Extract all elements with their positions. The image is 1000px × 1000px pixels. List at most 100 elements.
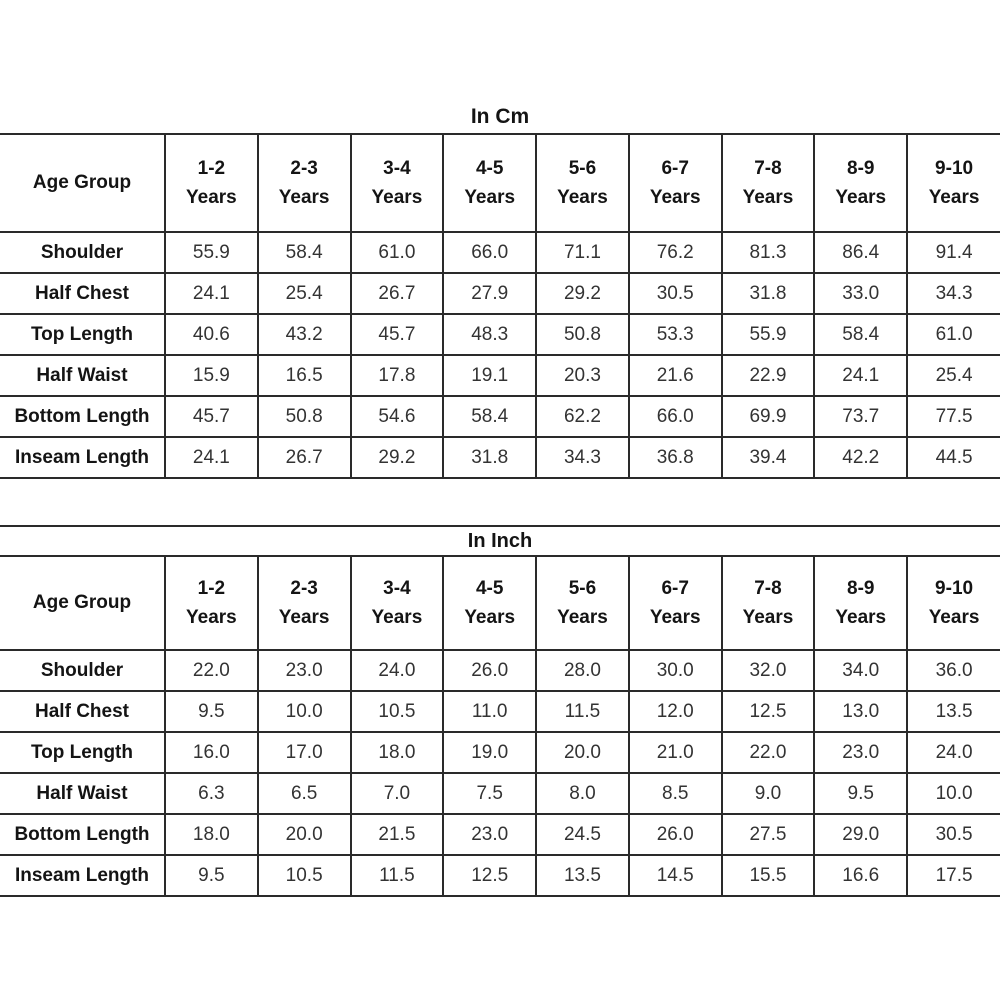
value-cell: 34.3 bbox=[906, 272, 1000, 315]
corner-header-age-group: Age Group bbox=[0, 555, 166, 651]
value-cell: 25.4 bbox=[256, 272, 352, 315]
value-cell: 32.0 bbox=[720, 649, 816, 692]
value-cell: 43.2 bbox=[256, 313, 352, 356]
value-cell: 6.3 bbox=[164, 772, 259, 815]
column-header-8-9-years: 8-9 Years bbox=[813, 555, 909, 651]
value-cell: 21.0 bbox=[627, 731, 723, 774]
age-range: 7-8 bbox=[754, 158, 782, 179]
table-header-row: Age Group 1-2 Years 2-3 Years 3-4 Years 4-5 Year… bbox=[0, 133, 1000, 233]
value-cell: 9.5 bbox=[813, 772, 909, 815]
value-cell: 42.2 bbox=[813, 436, 909, 479]
value-cell: 13.5 bbox=[535, 854, 630, 897]
age-range: 6-7 bbox=[661, 158, 689, 179]
row-label: Top Length bbox=[0, 313, 166, 356]
value-cell: 45.7 bbox=[164, 395, 259, 438]
value-cell: 19.0 bbox=[442, 731, 538, 774]
column-header-5-6-years: 5-6 Years bbox=[535, 555, 630, 651]
value-cell: 44.5 bbox=[906, 436, 1000, 479]
value-cell: 15.5 bbox=[720, 854, 816, 897]
value-cell: 20.3 bbox=[535, 354, 630, 397]
value-cell: 33.0 bbox=[813, 272, 909, 315]
table-row: Shoulder 55.9 58.4 61.0 66.0 71.1 76.2 81.3 86.4… bbox=[0, 231, 1000, 274]
column-header-7-8-years: 7-8 Years bbox=[720, 555, 816, 651]
value-cell: 36.8 bbox=[627, 436, 723, 479]
table-row: Inseam Length 24.1 26.7 29.2 31.8 34.3 36.8 39.… bbox=[0, 436, 1000, 479]
value-cell: 22.0 bbox=[720, 731, 816, 774]
value-cell: 69.9 bbox=[720, 395, 816, 438]
value-cell: 58.4 bbox=[442, 395, 538, 438]
value-cell: 22.0 bbox=[164, 649, 259, 692]
value-cell: 9.5 bbox=[164, 690, 259, 733]
value-cell: 30.5 bbox=[627, 272, 723, 315]
value-cell: 18.0 bbox=[349, 731, 445, 774]
value-cell: 12.5 bbox=[720, 690, 816, 733]
value-cell: 16.6 bbox=[813, 854, 909, 897]
value-cell: 30.0 bbox=[627, 649, 723, 692]
age-unit: Years bbox=[371, 187, 423, 208]
age-unit: Years bbox=[835, 187, 887, 208]
value-cell: 27.9 bbox=[442, 272, 538, 315]
value-cell: 9.5 bbox=[164, 854, 259, 897]
value-cell: 40.6 bbox=[164, 313, 259, 356]
age-range: 5-6 bbox=[568, 578, 597, 599]
value-cell: 11.5 bbox=[349, 854, 445, 897]
value-cell: 21.6 bbox=[627, 354, 723, 397]
row-label: Inseam Length bbox=[0, 436, 166, 479]
value-cell: 34.3 bbox=[535, 436, 630, 479]
age-unit: Years bbox=[464, 607, 516, 628]
value-cell: 54.6 bbox=[349, 395, 445, 438]
column-header-2-3-years: 2-3 Years bbox=[256, 555, 352, 651]
row-label: Half Waist bbox=[0, 354, 166, 397]
value-cell: 66.0 bbox=[627, 395, 723, 438]
row-label: Half Waist bbox=[0, 772, 166, 815]
value-cell: 26.0 bbox=[442, 649, 538, 692]
table-row: Top Length 40.6 43.2 45.7 48.3 50.8 53.3 55.9 58… bbox=[0, 313, 1000, 356]
value-cell: 26.7 bbox=[256, 436, 352, 479]
value-cell: 12.5 bbox=[442, 854, 538, 897]
value-cell: 17.5 bbox=[906, 854, 1000, 897]
value-cell: 8.0 bbox=[535, 772, 630, 815]
age-range: 1-2 bbox=[197, 158, 226, 179]
age-range: 8-9 bbox=[847, 158, 875, 179]
value-cell: 71.1 bbox=[535, 231, 630, 274]
value-cell: 14.5 bbox=[627, 854, 723, 897]
value-cell: 77.5 bbox=[906, 395, 1000, 438]
value-cell: 50.8 bbox=[535, 313, 630, 356]
value-cell: 13.5 bbox=[906, 690, 1000, 733]
value-cell: 24.1 bbox=[164, 436, 259, 479]
value-cell: 58.4 bbox=[256, 231, 352, 274]
age-range: 8-9 bbox=[847, 578, 875, 599]
size-tables-root: In Cm Age Group 1-2 Years 2-3 Years 3-4 Years 4-… bbox=[0, 105, 1000, 897]
age-unit: Years bbox=[278, 607, 330, 628]
table-title: In Cm bbox=[470, 105, 530, 128]
table-row: Half Waist 15.9 16.5 17.8 19.1 20.3 21.6 22.9 24… bbox=[0, 354, 1000, 397]
size-table-inch: In Inch Age Group 1-2 Years 2-3 Years 3-4 Years… bbox=[0, 525, 1000, 897]
age-unit: Years bbox=[186, 607, 237, 628]
value-cell: 9.0 bbox=[720, 772, 816, 815]
value-cell: 39.4 bbox=[720, 436, 816, 479]
value-cell: 10.5 bbox=[349, 690, 445, 733]
value-cell: 11.0 bbox=[442, 690, 538, 733]
row-label: Inseam Length bbox=[0, 854, 166, 897]
age-unit: Years bbox=[371, 607, 423, 628]
row-label: Bottom Length bbox=[0, 395, 166, 438]
size-table-cm: Age Group 1-2 Years 2-3 Years 3-4 Years 4-5 Year… bbox=[0, 133, 1000, 479]
value-cell: 16.5 bbox=[256, 354, 352, 397]
column-header-5-6-years: 5-6 Years bbox=[535, 133, 630, 233]
age-unit: Years bbox=[835, 607, 887, 628]
value-cell: 24.5 bbox=[535, 813, 630, 856]
column-header-1-2-years: 1-2 Years bbox=[164, 555, 259, 651]
value-cell: 66.0 bbox=[442, 231, 538, 274]
value-cell: 22.9 bbox=[720, 354, 816, 397]
value-cell: 21.5 bbox=[349, 813, 445, 856]
table-row: Half Chest 9.5 10.0 10.5 11.0 11.5 12.0 12.5 13.… bbox=[0, 690, 1000, 733]
row-label: Top Length bbox=[0, 731, 166, 774]
age-unit: Years bbox=[742, 187, 794, 208]
row-label: Shoulder bbox=[0, 231, 166, 274]
value-cell: 17.8 bbox=[349, 354, 445, 397]
value-cell: 30.5 bbox=[906, 813, 1000, 856]
value-cell: 23.0 bbox=[813, 731, 909, 774]
value-cell: 61.0 bbox=[906, 313, 1000, 356]
row-label: Bottom Length bbox=[0, 813, 166, 856]
